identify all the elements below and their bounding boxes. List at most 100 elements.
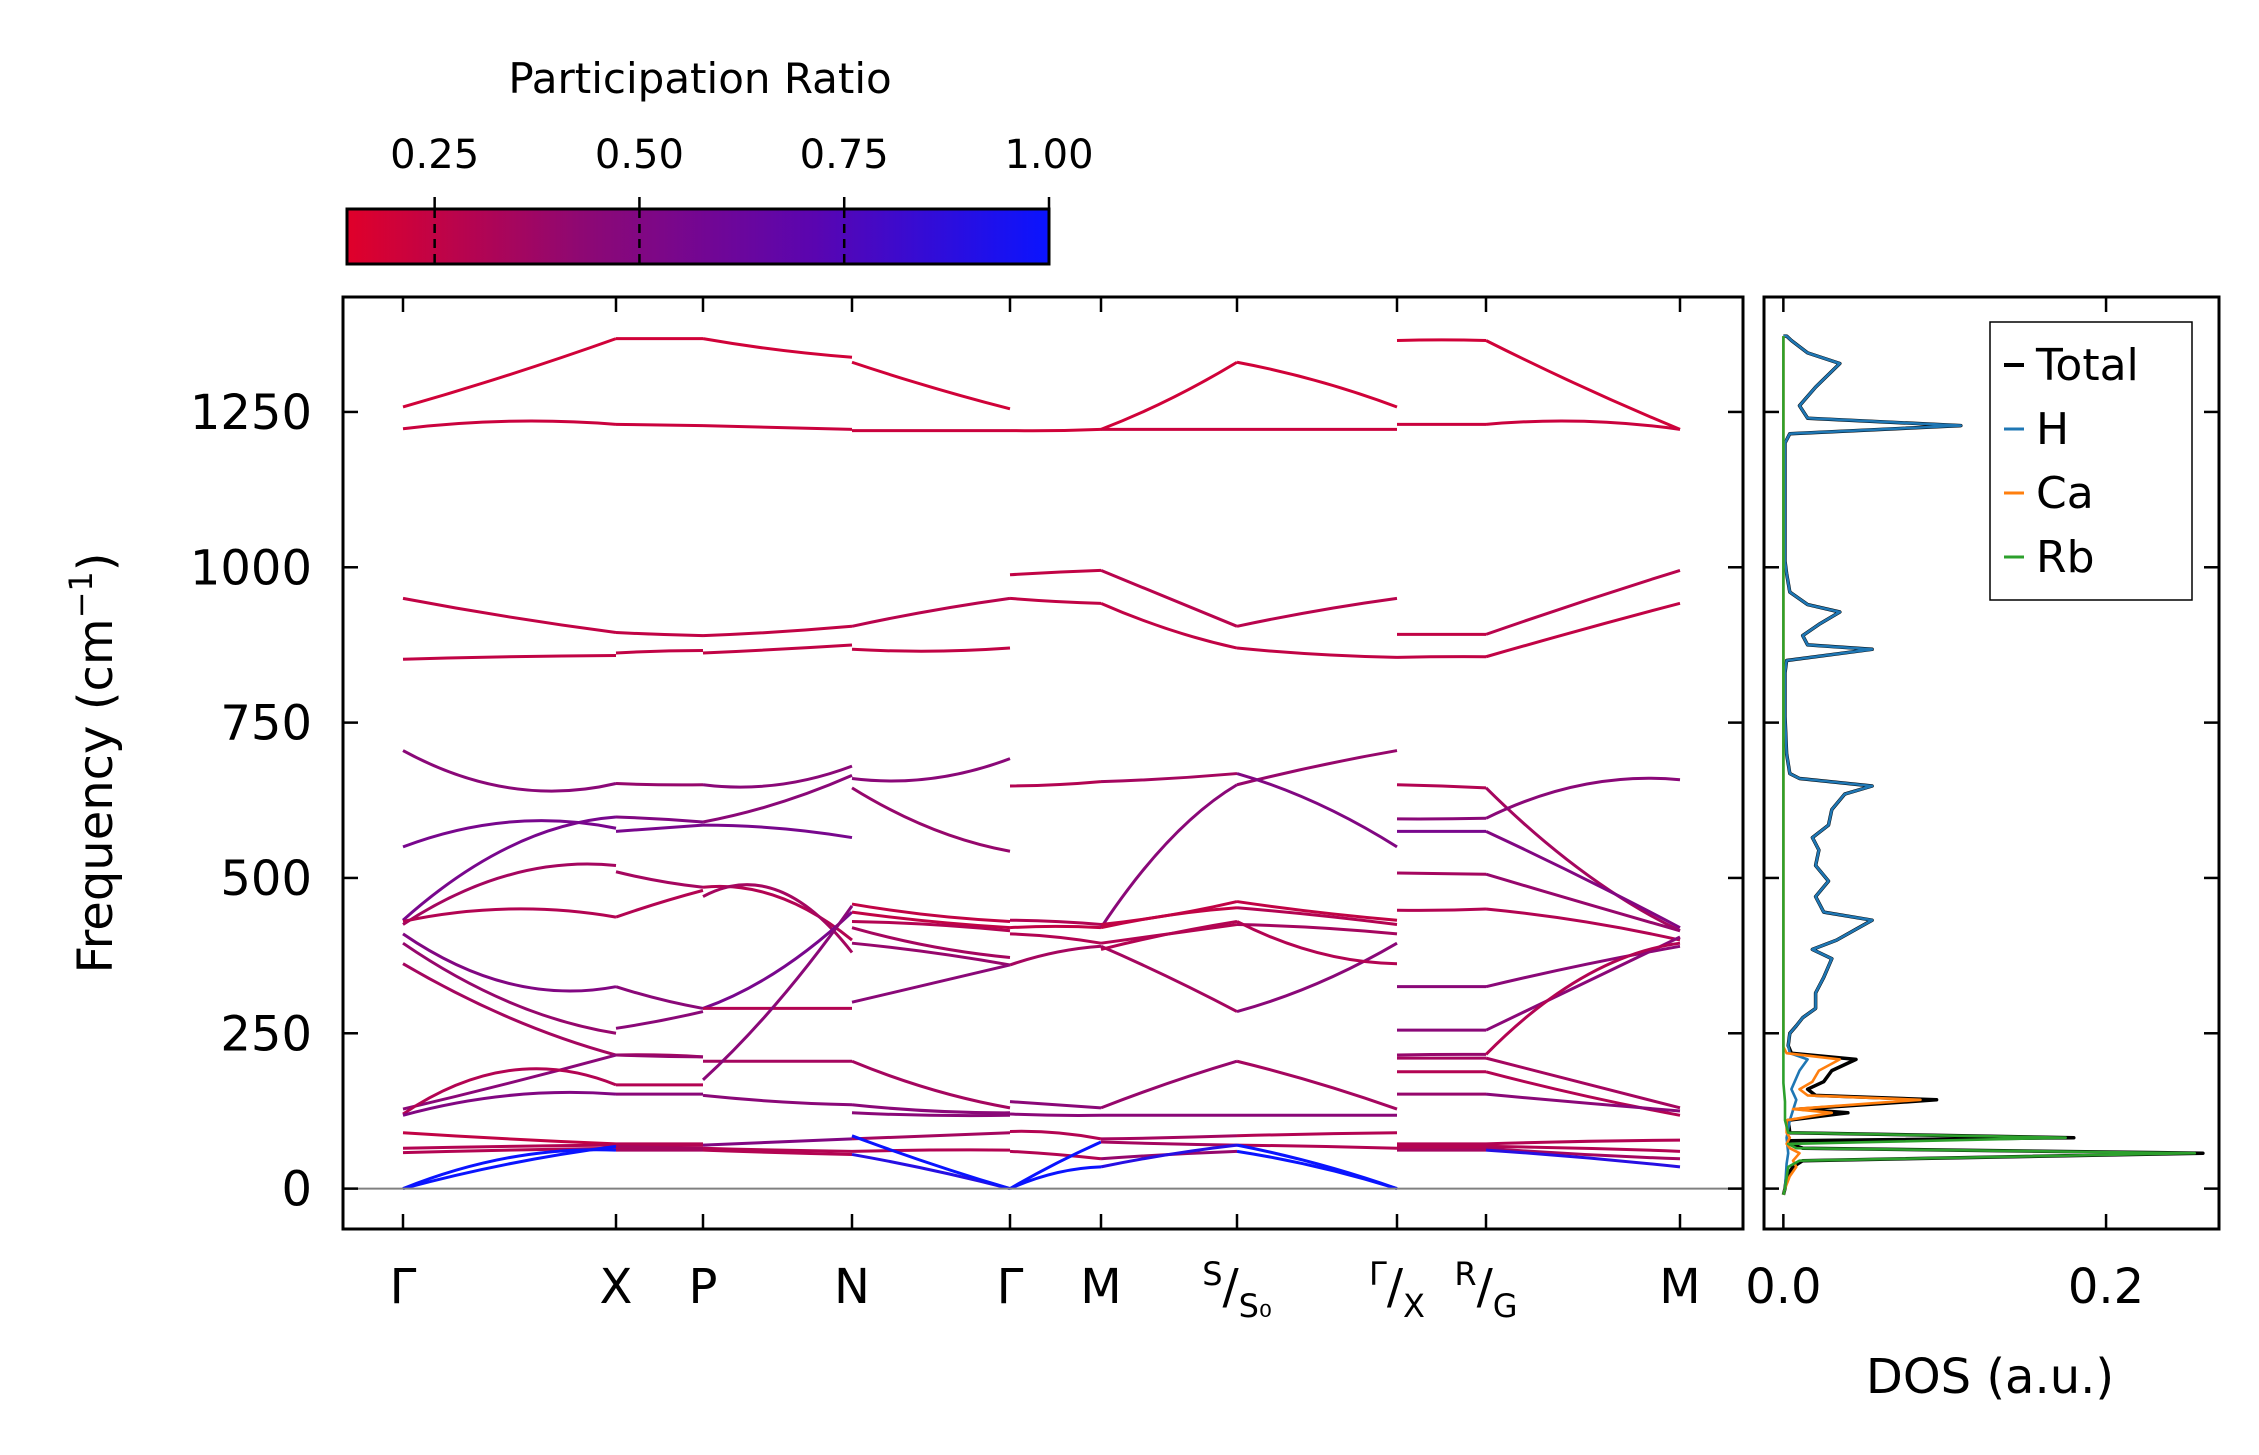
band-line bbox=[1236, 920, 1398, 966]
band-segment-3 bbox=[851, 360, 1011, 1191]
band-line bbox=[702, 424, 853, 431]
band-line bbox=[851, 963, 1011, 1004]
colorbar-tick-label: 0.50 bbox=[595, 132, 684, 178]
band-line bbox=[1100, 906, 1238, 930]
band-segment-5 bbox=[1099, 360, 1238, 1169]
x-tick-label: R/G bbox=[1454, 1255, 1517, 1325]
x-tick-label-lower: G bbox=[1493, 1287, 1518, 1325]
band-segment-1 bbox=[615, 337, 704, 1152]
x-tick-label-upper: R bbox=[1454, 1255, 1476, 1293]
band-line bbox=[1100, 601, 1238, 650]
y-tick-label: 500 bbox=[220, 851, 312, 907]
band-line bbox=[1236, 923, 1398, 936]
band-line bbox=[851, 786, 1011, 853]
band-line bbox=[1009, 1129, 1102, 1141]
band-line bbox=[851, 596, 1011, 628]
band-line bbox=[402, 932, 617, 993]
band-line bbox=[1236, 1143, 1398, 1191]
band-line bbox=[851, 1059, 1011, 1110]
band-line bbox=[615, 631, 704, 638]
band-line bbox=[615, 823, 704, 833]
band-line bbox=[615, 1144, 704, 1150]
band-line bbox=[1009, 1165, 1102, 1190]
band-line bbox=[701, 905, 854, 1081]
band-line bbox=[1485, 419, 1681, 431]
band-line bbox=[615, 422, 704, 428]
band-line bbox=[1236, 1131, 1398, 1138]
band-line bbox=[402, 1148, 617, 1191]
legend: Total H Ca Rb bbox=[1989, 321, 2193, 601]
band-line bbox=[402, 819, 617, 849]
band-line bbox=[1100, 1143, 1238, 1169]
band-line bbox=[1485, 944, 1681, 989]
band-line bbox=[1100, 919, 1238, 951]
dos-line-h bbox=[1782, 334, 1963, 1196]
band-line bbox=[402, 1053, 617, 1111]
band-line bbox=[1236, 360, 1398, 409]
x-tick-label: S/S₀ bbox=[1202, 1255, 1272, 1325]
x-tick-label: M bbox=[1659, 1259, 1700, 1315]
band-line bbox=[402, 419, 617, 431]
band-line bbox=[851, 926, 1011, 959]
y-axis-label-close: ) bbox=[68, 552, 124, 571]
colorbar-tick-label: 0.25 bbox=[390, 132, 479, 178]
legend-label-h: H bbox=[2036, 404, 2069, 455]
x-tick-label-upper: Γ bbox=[1369, 1255, 1387, 1293]
band-line bbox=[615, 649, 704, 655]
band-line bbox=[1485, 907, 1681, 942]
band-line bbox=[1100, 1140, 1238, 1147]
dos-line-rb bbox=[1782, 336, 2197, 1196]
band-line bbox=[402, 1143, 617, 1150]
band-line bbox=[1009, 1100, 1102, 1110]
legend-label-total: Total bbox=[2035, 340, 2139, 391]
y-tick-label: 250 bbox=[220, 1006, 312, 1062]
band-line bbox=[1396, 783, 1487, 790]
band-line bbox=[702, 643, 853, 655]
dos-x-tick-label: 0.0 bbox=[1745, 1259, 1821, 1315]
band-line bbox=[851, 919, 1011, 933]
band-line bbox=[702, 1146, 853, 1153]
y-tick-label: 0 bbox=[281, 1162, 312, 1218]
band-line bbox=[1099, 783, 1238, 929]
band-line bbox=[1009, 596, 1102, 605]
band-segment-6 bbox=[1236, 360, 1398, 1191]
band-line bbox=[402, 337, 617, 409]
band-panel-frame bbox=[341, 295, 1745, 1231]
band-line bbox=[702, 774, 853, 824]
band-line bbox=[1009, 1149, 1102, 1161]
band-line bbox=[1100, 772, 1238, 784]
band-line bbox=[1100, 568, 1238, 628]
band-line bbox=[1485, 776, 1681, 820]
band-line bbox=[1236, 900, 1398, 922]
band-line bbox=[851, 902, 1011, 923]
band-line bbox=[702, 1093, 853, 1107]
x-tick-label-lower: S₀ bbox=[1239, 1287, 1272, 1325]
x-tick-label-slash: / bbox=[1477, 1259, 1494, 1315]
band-segment-2 bbox=[701, 337, 854, 1156]
band-line bbox=[702, 764, 853, 789]
band-line bbox=[402, 941, 617, 1035]
dos-lines bbox=[1781, 334, 2205, 1196]
band-segment-4 bbox=[1009, 427, 1102, 1190]
colorbar: Participation Ratio 0.25 0.50 0.75 1.00 bbox=[345, 54, 1094, 266]
band-line bbox=[402, 1090, 617, 1117]
band-line bbox=[851, 941, 1011, 967]
y-tick-label: 1250 bbox=[190, 385, 312, 441]
band-line bbox=[1485, 1056, 1681, 1110]
band-line bbox=[402, 1067, 617, 1116]
band-line bbox=[702, 624, 853, 638]
band-line bbox=[1485, 601, 1681, 659]
x-tick-label: Γ/X bbox=[1369, 1255, 1425, 1325]
band-line bbox=[615, 888, 704, 919]
band-line bbox=[851, 1134, 1011, 1191]
colorbar-tick-label: 0.75 bbox=[800, 132, 889, 178]
band-line bbox=[402, 815, 617, 922]
band-line bbox=[1236, 596, 1398, 628]
band-line bbox=[702, 1148, 853, 1156]
band-line bbox=[1485, 1070, 1681, 1117]
band-line bbox=[1009, 932, 1102, 945]
band-line bbox=[1485, 872, 1681, 933]
band-line bbox=[615, 985, 704, 1010]
